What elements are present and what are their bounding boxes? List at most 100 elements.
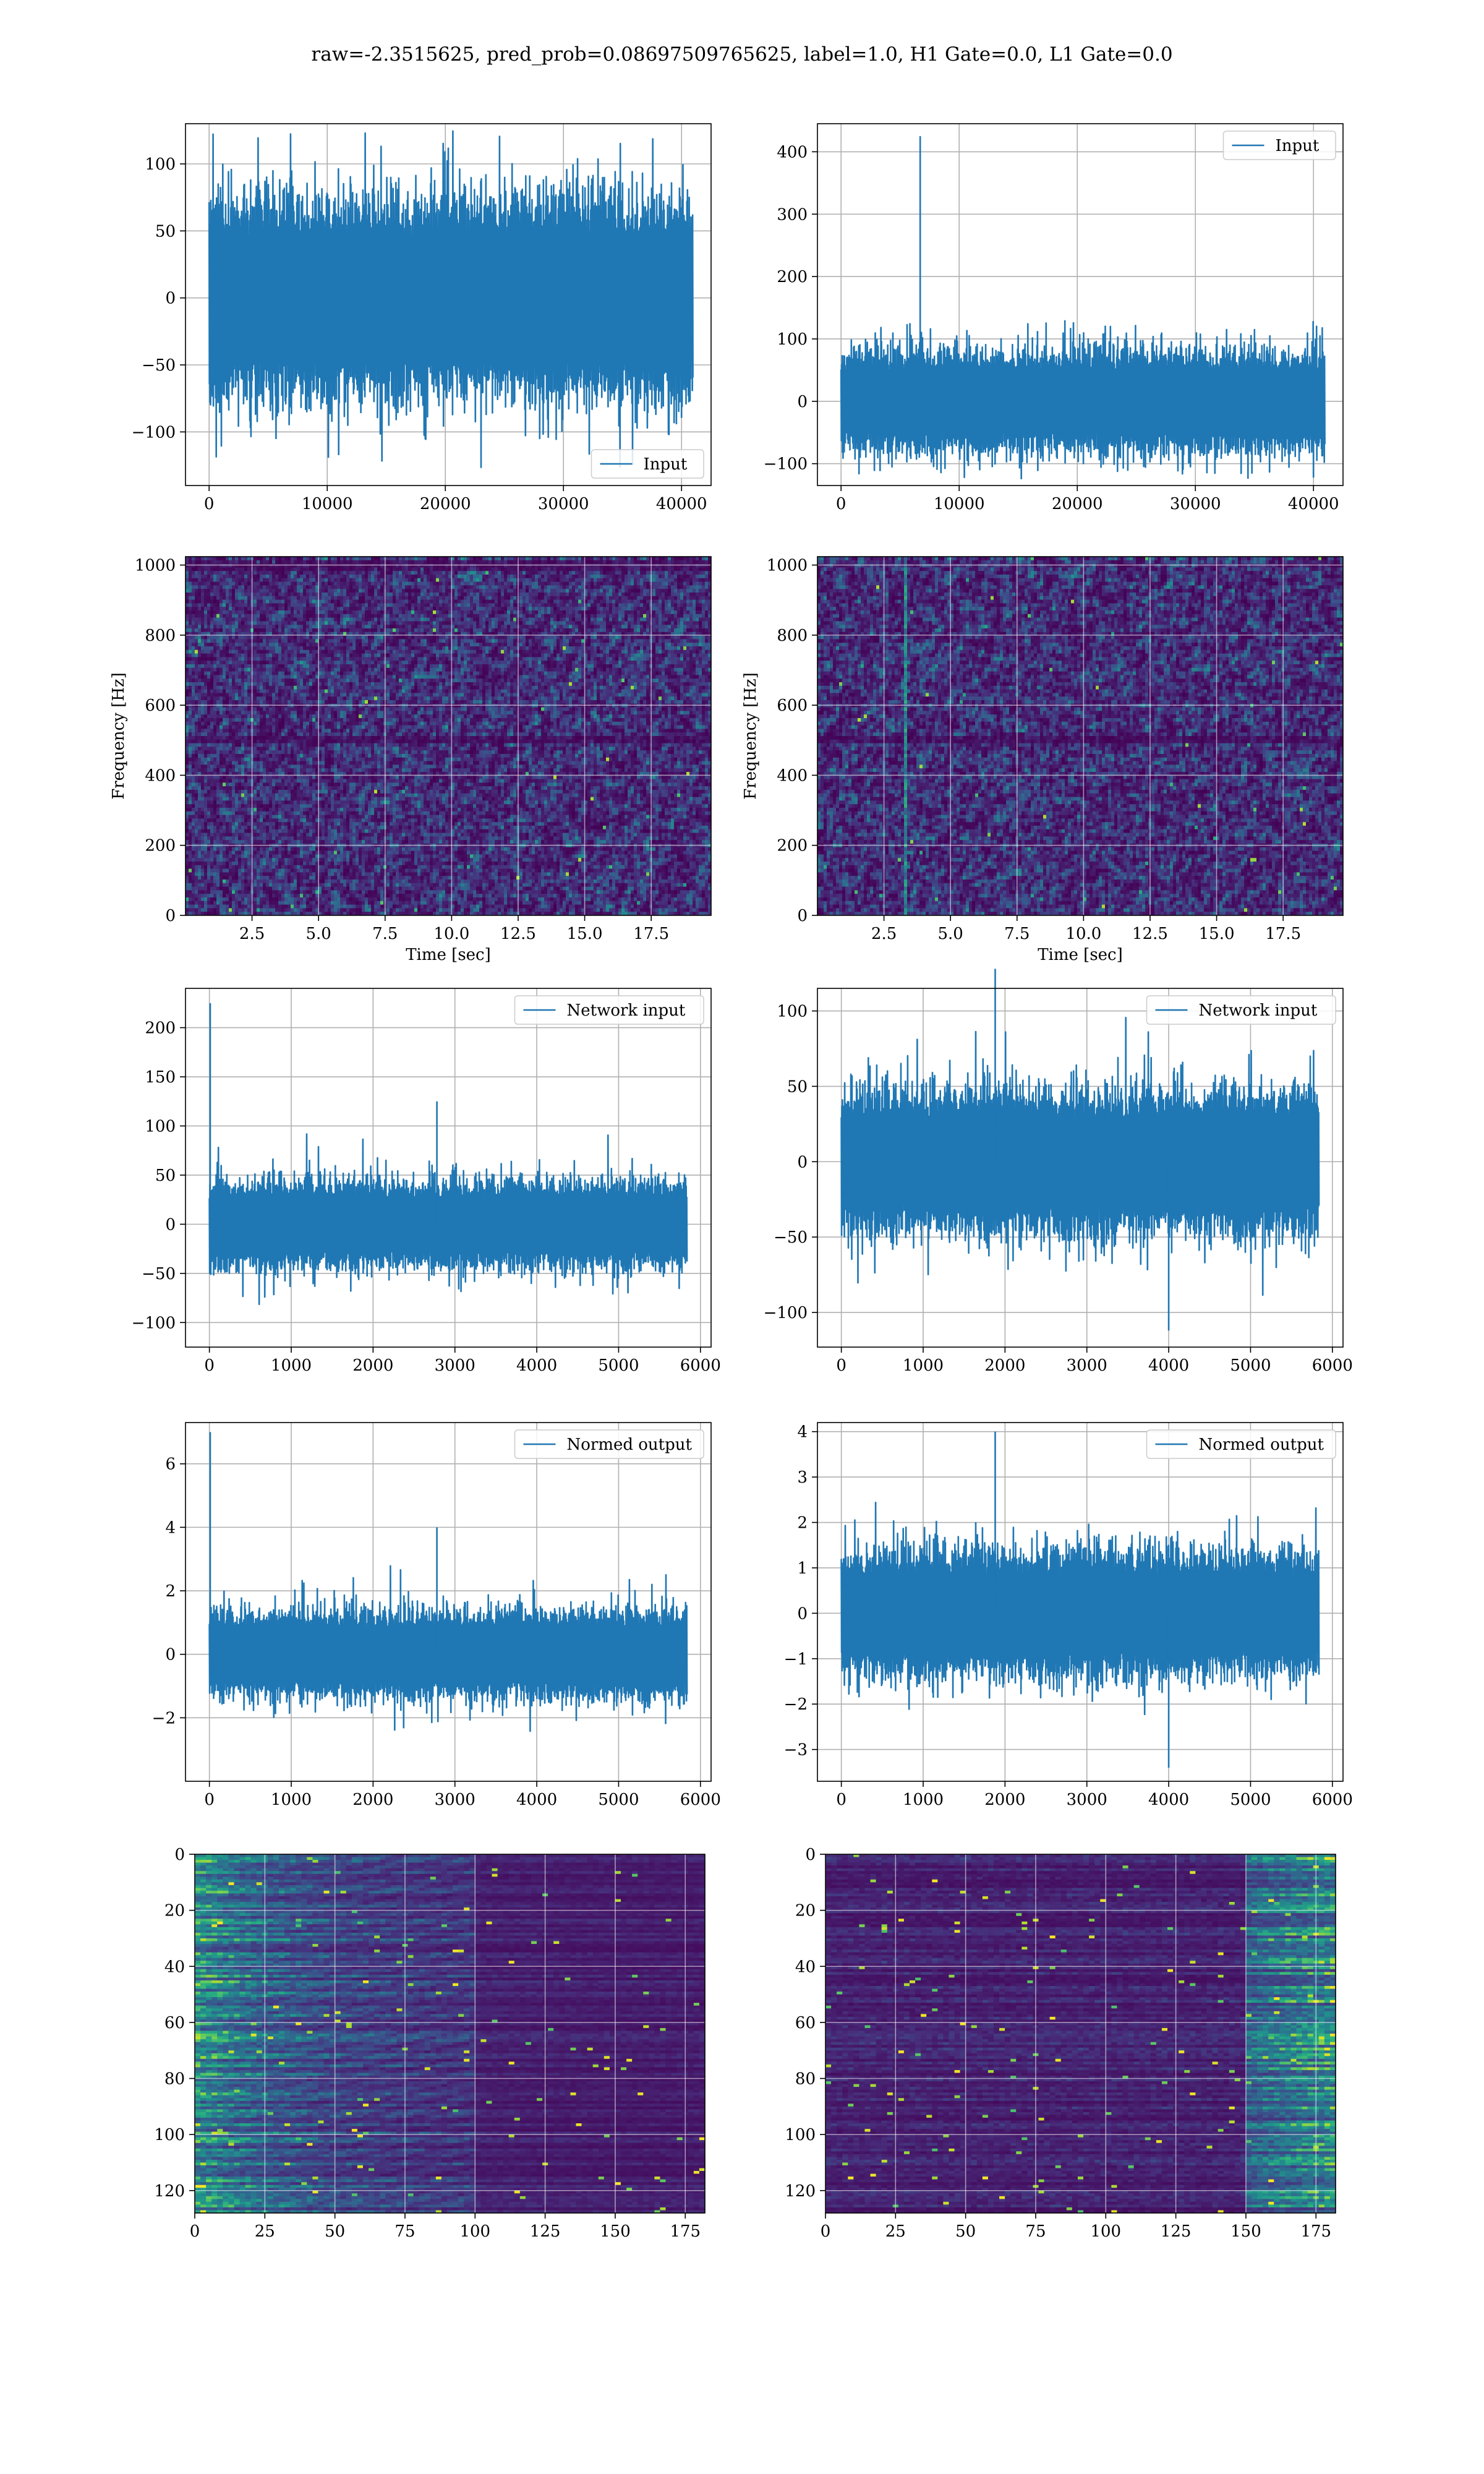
heatmap-cell <box>254 631 257 636</box>
heatmap-cell <box>254 610 257 615</box>
heatmap-cell <box>309 657 313 661</box>
heatmap-cell <box>297 563 301 568</box>
heatmap-cell <box>634 610 638 615</box>
heatmap-cell <box>266 635 270 640</box>
heatmap-cell <box>584 657 588 661</box>
heatmap-cell <box>362 643 365 647</box>
heatmap-cell <box>448 557 452 561</box>
heatmap-cell <box>198 653 202 657</box>
heatmap-cell <box>254 585 257 589</box>
heatmap-cell <box>402 596 406 601</box>
heatmap-cell <box>414 646 418 651</box>
heatmap-cell <box>615 657 619 661</box>
heatmap-cell <box>522 625 526 629</box>
heatmap-cell <box>306 631 310 636</box>
axes-frame <box>185 123 712 486</box>
heatmap-cell <box>637 610 641 615</box>
heatmap-cell <box>288 614 291 618</box>
heatmap-cell <box>665 625 668 629</box>
heatmap-cell <box>349 593 353 597</box>
heatmap-cell <box>594 571 597 575</box>
heatmap-cell <box>201 617 205 622</box>
heatmap-cell <box>414 607 418 611</box>
heatmap-cell <box>631 575 634 579</box>
heatmap-cell <box>600 581 603 586</box>
heatmap-cell <box>699 596 702 601</box>
heatmap-cell <box>365 603 369 607</box>
heatmap-cell <box>433 596 437 601</box>
heatmap-cell <box>210 585 214 589</box>
heatmap-cell <box>621 603 625 607</box>
heatmap-cell <box>652 596 656 601</box>
heatmap-cell <box>584 653 588 657</box>
heatmap-cell <box>272 617 276 622</box>
heatmap-cell <box>501 589 505 593</box>
heatmap-cell <box>396 639 399 643</box>
heatmap-cell <box>368 628 372 633</box>
heatmap-cell <box>297 593 301 597</box>
heatmap-cell <box>671 617 675 622</box>
heatmap-cell <box>291 589 294 593</box>
heatmap-cell <box>402 567 406 571</box>
heatmap-cell <box>238 625 242 629</box>
heatmap-cell <box>213 649 217 654</box>
heatmap-cell <box>708 614 711 618</box>
heatmap-cell <box>677 635 681 640</box>
heatmap-cell <box>612 643 616 647</box>
axes-frame <box>817 123 1344 486</box>
heatmap-cell <box>223 607 226 611</box>
heatmap-cell <box>189 646 192 651</box>
heatmap-cell <box>318 589 322 593</box>
heatmap-cell <box>380 557 384 561</box>
heatmap-cell <box>223 646 226 651</box>
heatmap-cell <box>696 631 699 636</box>
heatmap-cell <box>535 599 539 604</box>
heatmap-cell <box>195 581 198 586</box>
heatmap-cell <box>451 557 455 561</box>
heatmap-cell <box>606 614 610 618</box>
heatmap-cell <box>325 581 328 586</box>
heatmap-cell <box>325 575 328 579</box>
heatmap-cell <box>294 571 297 575</box>
heatmap-cell <box>680 557 684 561</box>
heatmap-cell <box>424 593 427 597</box>
heatmap-cell <box>578 635 582 640</box>
heatmap-cell <box>621 649 625 654</box>
heatmap-cell <box>485 575 489 579</box>
heatmap-cell <box>513 578 517 583</box>
heatmap-cell <box>522 596 526 601</box>
heatmap-cell <box>705 653 709 657</box>
heatmap-cell <box>322 646 325 651</box>
heatmap-cell <box>578 607 582 611</box>
heatmap-cell <box>396 603 399 607</box>
heatmap-cell <box>220 646 223 651</box>
heatmap-cell <box>254 649 257 654</box>
heatmap-cell <box>519 563 523 568</box>
heatmap-cell <box>659 607 662 611</box>
heatmap-cell <box>671 557 675 561</box>
heatmap-cell <box>232 649 236 654</box>
heatmap-cell <box>189 596 192 601</box>
heatmap-cell <box>501 649 505 654</box>
heatmap-cell <box>291 607 294 611</box>
heatmap-cell <box>628 643 631 647</box>
heatmap-cell <box>591 607 594 611</box>
heatmap-cell <box>699 607 702 611</box>
heatmap-cell <box>510 625 514 629</box>
heatmap-cell <box>288 560 291 565</box>
heatmap-cell <box>420 581 424 586</box>
heatmap-cell <box>257 628 260 633</box>
heatmap-cell <box>349 578 353 583</box>
heatmap-cell <box>563 599 566 604</box>
heatmap-cell <box>235 635 239 640</box>
heatmap-cell <box>708 635 711 640</box>
heatmap-cell <box>325 628 328 633</box>
heatmap-cell <box>380 599 384 604</box>
heatmap-cell <box>510 653 514 657</box>
heatmap-cell <box>603 643 607 647</box>
heatmap-cell <box>634 643 638 647</box>
heatmap-cell <box>284 635 288 640</box>
heatmap-cell <box>587 599 591 604</box>
heatmap-cell <box>686 571 690 575</box>
heatmap-cell <box>482 617 486 622</box>
